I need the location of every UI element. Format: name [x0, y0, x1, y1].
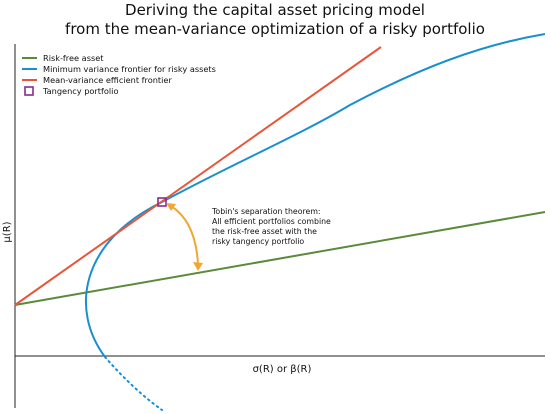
y-axis-label: μ(R): [2, 221, 13, 242]
annotation-line-4: risky tangency portfolio: [212, 237, 304, 246]
chart-title-line-2: from the mean-variance optimization of a…: [65, 20, 485, 38]
minimum-variance-frontier-dotted: [104, 356, 163, 411]
separation-arrow-head-top: [166, 203, 176, 211]
annotation-line-3: the risk-free asset with the: [212, 227, 317, 236]
annotation-line-1: Tobin's separation theorem:: [211, 207, 321, 216]
risk-free-asset-line: [14, 211, 546, 306]
legend-label-risk-free: Risk-free asset: [43, 53, 104, 63]
chart-title-line-1: Deriving the capital asset pricing model: [125, 1, 425, 19]
legend-label-min-variance: Minimum variance frontier for risky asse…: [43, 64, 216, 74]
legend: Risk-free asset Minimum variance frontie…: [22, 53, 216, 96]
legend-swatch-tangency: [24, 86, 34, 96]
mean-variance-efficient-frontier-line: [14, 46, 382, 306]
annotation-line-2: All efficient portfolios combine: [212, 217, 331, 226]
separation-arrow-head-bottom: [193, 262, 203, 271]
separation-arrow: [170, 205, 199, 266]
x-axis-label: σ(R) or β(R): [253, 364, 312, 375]
legend-label-tangency: Tangency portfolio: [42, 86, 118, 96]
tangency-portfolio-marker: [157, 197, 167, 207]
legend-label-efficient-frontier: Mean-variance efficient frontier: [43, 75, 172, 85]
minimum-variance-frontier-line: [85, 33, 546, 358]
